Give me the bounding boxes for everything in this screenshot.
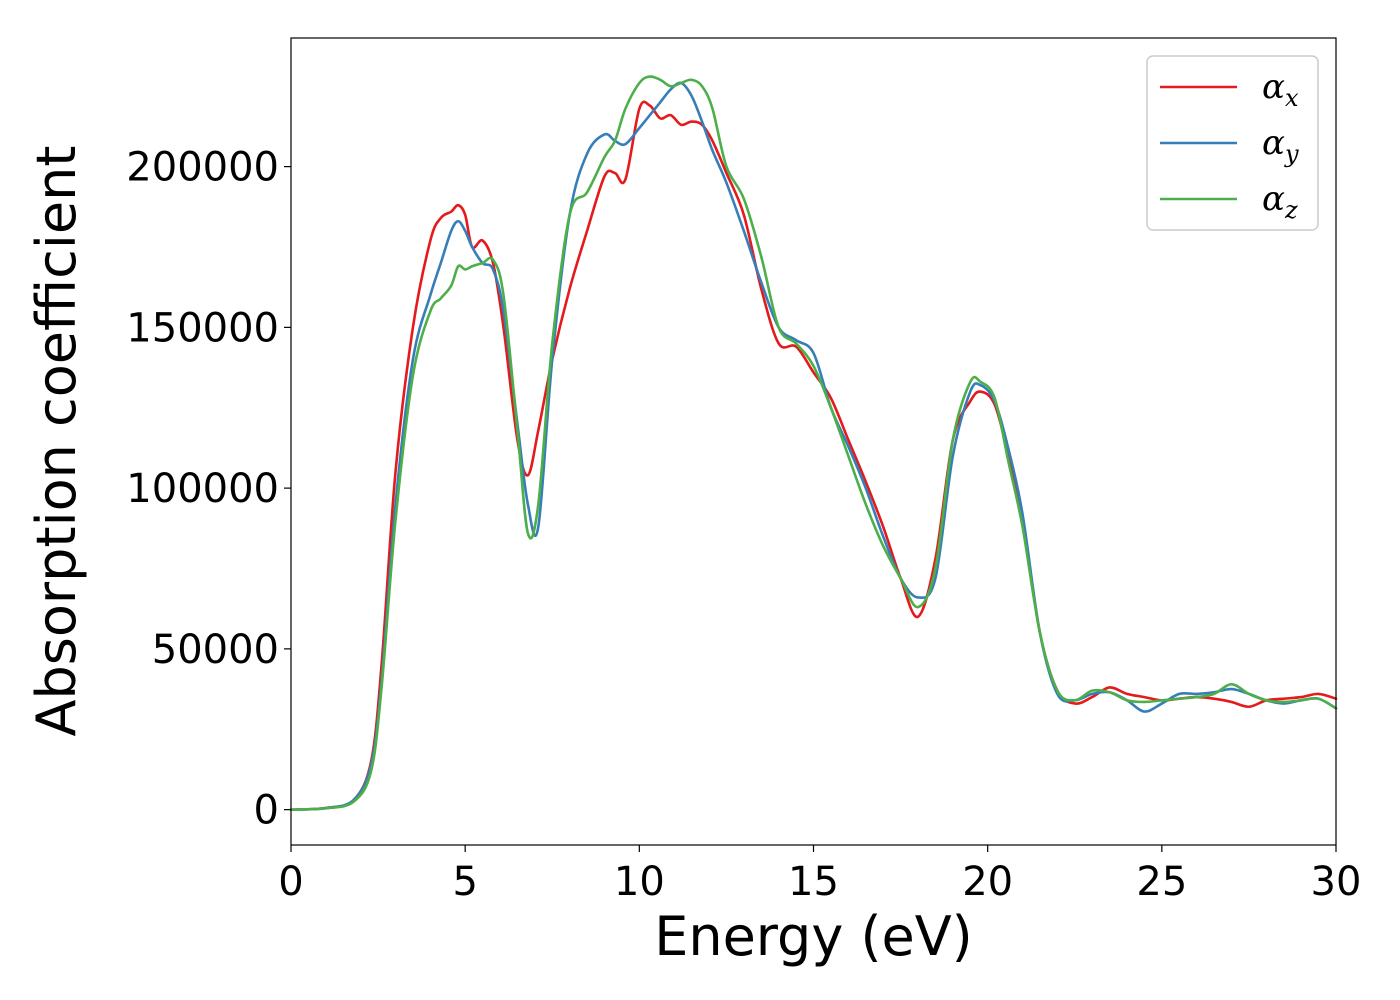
series-line-x xyxy=(289,100,1338,811)
x-tick-label-5: 5 xyxy=(452,859,477,905)
series-line-z xyxy=(289,75,1338,811)
legend-label-x: αx xyxy=(1262,67,1299,112)
x-tick-label-0: 0 xyxy=(278,859,303,905)
y-tick-label-100000: 100000 xyxy=(126,466,279,512)
legend: αx αy αz xyxy=(1146,55,1319,231)
y-tick-label-200000: 200000 xyxy=(126,145,279,191)
x-tick-label-15: 15 xyxy=(788,859,839,905)
y-axis-label: Absorption coefficient xyxy=(25,146,88,737)
x-tick-label-20: 20 xyxy=(962,859,1013,905)
y-tick-label-150000: 150000 xyxy=(126,305,279,351)
x-axis-label: Energy (eV) xyxy=(654,905,973,968)
x-tick-label-25: 25 xyxy=(1136,859,1187,905)
legend-label-y: αy xyxy=(1262,123,1299,168)
x-tick-label-30: 30 xyxy=(1311,859,1362,905)
y-tick-label-50000: 50000 xyxy=(152,627,279,673)
y-tick-label-0: 0 xyxy=(254,788,279,834)
legend-label-z: αz xyxy=(1262,179,1298,224)
series-lines xyxy=(289,75,1338,811)
axis-ticks: 0 5 10 15 20 25 30 0 50000 100000 150000 200000 xyxy=(126,145,1361,905)
x-tick-label-10: 10 xyxy=(614,859,665,905)
